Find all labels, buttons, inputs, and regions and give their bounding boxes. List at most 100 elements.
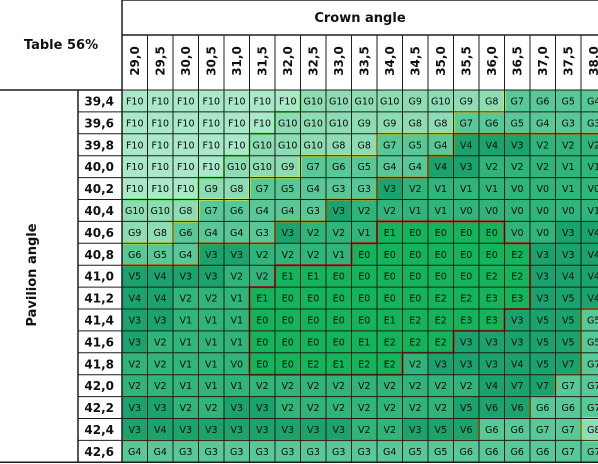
grade-cell <box>198 155 224 178</box>
grade-cell <box>198 440 224 463</box>
grade-cell <box>198 133 224 156</box>
grade-label: V3 <box>536 272 549 283</box>
grade-cell <box>249 330 275 353</box>
grade-cell <box>173 440 199 463</box>
grade-cell <box>377 309 403 331</box>
grade-cell <box>249 309 275 331</box>
grade-cell <box>402 374 428 397</box>
grade-cell <box>351 90 377 112</box>
grade-cell <box>530 287 556 309</box>
grade-label: E0 <box>333 294 345 305</box>
grade-label: V1 <box>205 381 218 392</box>
grade-cell <box>377 374 403 397</box>
grade-cell <box>300 374 326 397</box>
grade-cell <box>479 265 505 288</box>
grade-label: V2 <box>358 403 371 414</box>
grade-cell <box>453 418 479 441</box>
grade-label: V1 <box>434 184 447 195</box>
grade-label: E1 <box>358 337 370 348</box>
grade-cell <box>479 221 505 244</box>
grade-cell <box>377 418 403 441</box>
grade-cell <box>479 243 505 266</box>
grade-cell <box>122 287 148 309</box>
grade-label: V4 <box>434 162 447 173</box>
grade-cell <box>198 396 224 419</box>
grade-label: E0 <box>409 272 421 283</box>
grade-label: G7 <box>562 447 575 458</box>
grade-label: V3 <box>281 425 294 436</box>
grade-cell <box>275 155 301 178</box>
grade-cell <box>249 440 275 463</box>
grade-cell <box>122 330 148 353</box>
grade-cell <box>147 265 173 288</box>
crown-angle-header: 35,5 <box>459 46 473 76</box>
grade-cell <box>555 221 581 244</box>
grade-cell <box>300 90 326 112</box>
grade-label: E0 <box>333 315 345 326</box>
grade-cell <box>173 309 199 331</box>
grade-label: V3 <box>256 425 269 436</box>
grade-label: V3 <box>485 359 498 370</box>
grade-cell <box>351 199 377 222</box>
grade-label: V4 <box>154 425 167 436</box>
grade-cell <box>326 199 352 222</box>
grade-label: V1 <box>179 381 192 392</box>
grade-cell <box>326 90 352 112</box>
pavilion-angle-header: 42,4 <box>84 423 114 437</box>
grade-cell <box>377 243 403 266</box>
pavilion-angle-header: 42,2 <box>84 401 114 415</box>
grade-cell <box>275 396 301 419</box>
grade-cell <box>300 309 326 331</box>
grade-cell <box>147 199 173 222</box>
grade-label: V1 <box>409 206 422 217</box>
grade-label: G10 <box>253 162 272 173</box>
grade-label: E0 <box>384 294 396 305</box>
grade-label: V0 <box>511 184 524 195</box>
grade-label: V3 <box>179 425 192 436</box>
grade-cell <box>173 177 199 200</box>
grade-cell <box>428 374 454 397</box>
grade-cell <box>300 330 326 353</box>
grade-cell <box>581 330 598 353</box>
grade-cell <box>402 199 428 222</box>
grade-cell <box>453 111 479 134</box>
grade-cell <box>479 396 505 419</box>
pavilion-angle-title: Pavilion angle <box>25 223 40 326</box>
grade-cell <box>122 221 148 244</box>
grade-label: G8 <box>409 118 422 129</box>
grade-cell <box>402 418 428 441</box>
grade-label: V2 <box>409 184 422 195</box>
grade-cell <box>275 374 301 397</box>
grade-cell <box>428 221 454 244</box>
grade-label: V5 <box>536 359 549 370</box>
grade-cell <box>122 309 148 331</box>
grade-cell <box>300 199 326 222</box>
grade-label: V4 <box>485 140 498 151</box>
grade-cell <box>249 199 275 222</box>
grade-label: V2 <box>256 272 269 283</box>
grade-label: G6 <box>562 403 575 414</box>
grade-cell <box>555 418 581 441</box>
grade-cell <box>504 440 530 463</box>
grade-label: G9 <box>205 184 218 195</box>
grade-cell <box>453 265 479 288</box>
grade-label: E2 <box>435 315 447 326</box>
grade-cell <box>198 374 224 397</box>
grade-label: E0 <box>307 315 319 326</box>
grade-cell <box>581 133 598 156</box>
grade-cell <box>173 265 199 288</box>
grade-cell <box>249 221 275 244</box>
grade-cell <box>198 418 224 441</box>
grade-label: G8 <box>154 228 167 239</box>
crown-angle-header: 34,0 <box>383 46 397 76</box>
grade-cell <box>173 199 199 222</box>
grade-cell <box>326 396 352 419</box>
grade-cell <box>122 155 148 178</box>
grade-cell <box>479 330 505 353</box>
grade-label: F10 <box>151 140 169 151</box>
grade-label: V3 <box>434 359 447 370</box>
grade-label: G6 <box>485 425 498 436</box>
grade-label: V2 <box>358 206 371 217</box>
grade-label: V3 <box>256 403 269 414</box>
grade-label: V0 <box>485 206 498 217</box>
